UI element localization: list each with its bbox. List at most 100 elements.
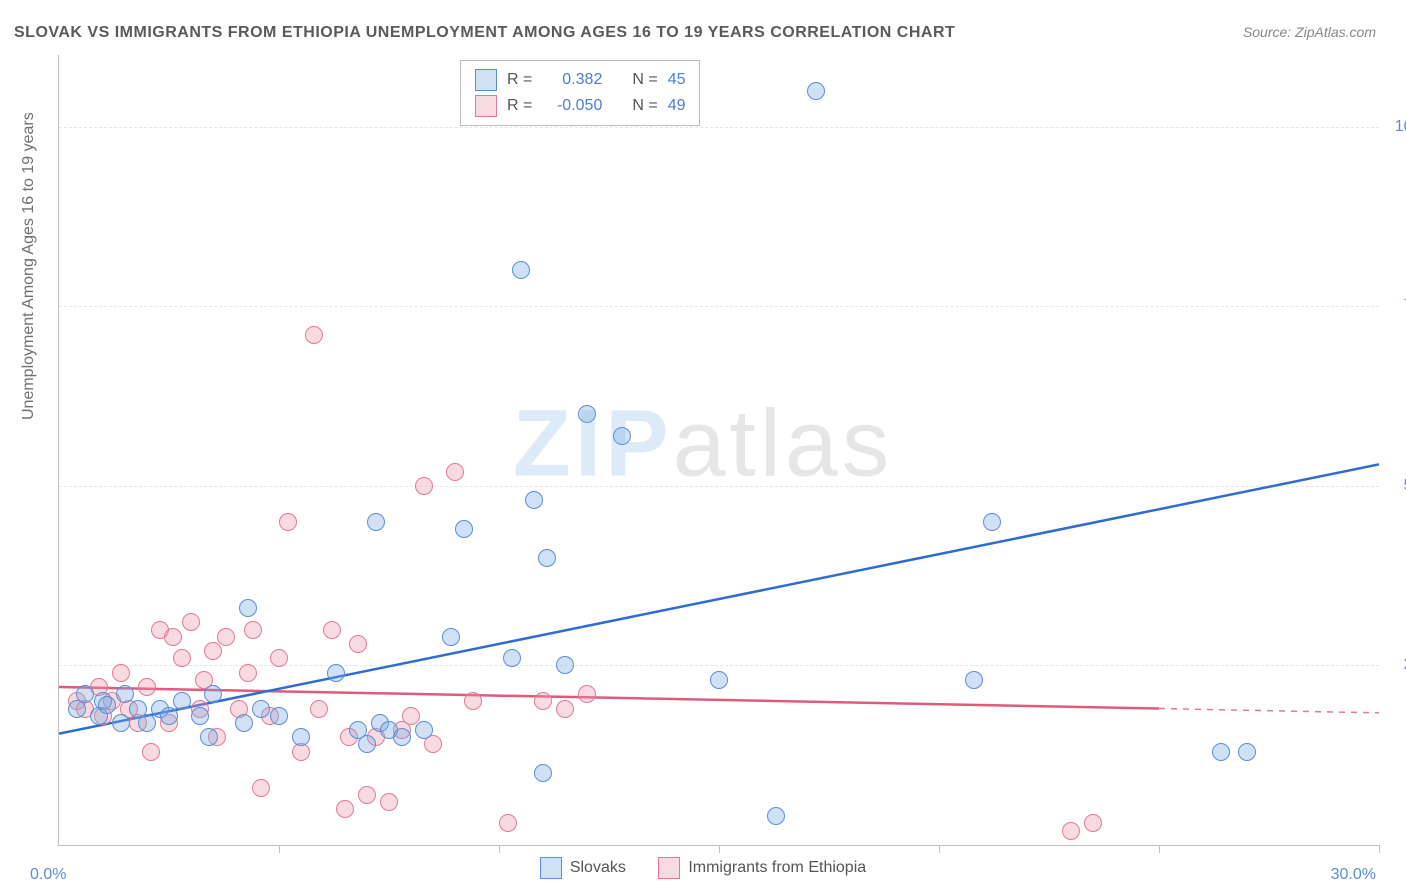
scatter-point-ethiopia — [279, 513, 297, 531]
scatter-point-ethiopia — [217, 628, 235, 646]
n-value-ethiopia: 49 — [668, 97, 686, 115]
scatter-point-ethiopia — [380, 793, 398, 811]
scatter-point-slovaks — [252, 700, 270, 718]
r-label: R = — [507, 71, 532, 89]
scatter-point-ethiopia — [1084, 814, 1102, 832]
scatter-point-slovaks — [160, 707, 178, 725]
gridline — [59, 306, 1379, 307]
scatter-point-ethiopia — [142, 743, 160, 761]
r-value-ethiopia: -0.050 — [542, 97, 602, 115]
scatter-point-ethiopia — [323, 621, 341, 639]
scatter-point-slovaks — [138, 714, 156, 732]
scatter-point-slovaks — [807, 82, 825, 100]
correlation-legend: R = 0.382 N = 45 R = -0.050 N = 49 — [460, 60, 700, 126]
scatter-point-slovaks — [200, 728, 218, 746]
x-tick — [499, 845, 500, 853]
scatter-point-slovaks — [173, 692, 191, 710]
scatter-point-ethiopia — [1062, 822, 1080, 840]
gridline — [59, 486, 1379, 487]
scatter-point-slovaks — [578, 405, 596, 423]
legend-label-slovaks: Slovaks — [570, 859, 626, 877]
scatter-point-ethiopia — [464, 692, 482, 710]
n-value-slovaks: 45 — [668, 71, 686, 89]
x-tick — [939, 845, 940, 853]
chart-title: SLOVAK VS IMMIGRANTS FROM ETHIOPIA UNEMP… — [14, 24, 955, 42]
scatter-point-slovaks — [292, 728, 310, 746]
scatter-point-ethiopia — [244, 621, 262, 639]
gridline — [59, 665, 1379, 666]
scatter-point-slovaks — [367, 513, 385, 531]
trend-lines — [59, 55, 1379, 845]
scatter-point-slovaks — [613, 427, 631, 445]
scatter-point-ethiopia — [336, 800, 354, 818]
scatter-point-ethiopia — [204, 642, 222, 660]
scatter-point-ethiopia — [164, 628, 182, 646]
swatch-blue-icon — [475, 69, 497, 91]
n-label: N = — [632, 97, 657, 115]
scatter-point-ethiopia — [173, 649, 191, 667]
scatter-point-ethiopia — [138, 678, 156, 696]
scatter-point-slovaks — [358, 735, 376, 753]
scatter-point-ethiopia — [310, 700, 328, 718]
scatter-point-slovaks — [767, 807, 785, 825]
scatter-point-slovaks — [503, 649, 521, 667]
scatter-point-slovaks — [204, 685, 222, 703]
scatter-point-ethiopia — [305, 326, 323, 344]
legend-row-slovaks: R = 0.382 N = 45 — [475, 67, 685, 93]
scatter-point-slovaks — [270, 707, 288, 725]
scatter-point-slovaks — [393, 728, 411, 746]
scatter-point-slovaks — [191, 707, 209, 725]
r-label: R = — [507, 97, 532, 115]
scatter-point-slovaks — [983, 513, 1001, 531]
scatter-point-slovaks — [116, 685, 134, 703]
legend-label-ethiopia: Immigrants from Ethiopia — [688, 859, 866, 877]
scatter-point-slovaks — [538, 549, 556, 567]
scatter-point-slovaks — [710, 671, 728, 689]
x-tick — [279, 845, 280, 853]
scatter-point-slovaks — [965, 671, 983, 689]
scatter-point-slovaks — [455, 520, 473, 538]
gridline — [59, 127, 1379, 128]
scatter-point-ethiopia — [534, 692, 552, 710]
scatter-point-slovaks — [76, 685, 94, 703]
n-label: N = — [632, 71, 657, 89]
scatter-point-ethiopia — [556, 700, 574, 718]
swatch-pink-icon — [475, 95, 497, 117]
scatter-point-ethiopia — [415, 477, 433, 495]
scatter-point-slovaks — [1212, 743, 1230, 761]
scatter-point-slovaks — [512, 261, 530, 279]
scatter-point-ethiopia — [252, 779, 270, 797]
scatter-point-slovaks — [327, 664, 345, 682]
legend-row-ethiopia: R = -0.050 N = 49 — [475, 93, 685, 119]
scatter-point-slovaks — [556, 656, 574, 674]
x-tick — [1159, 845, 1160, 853]
scatter-point-slovaks — [534, 764, 552, 782]
scatter-point-slovaks — [112, 714, 130, 732]
scatter-point-slovaks — [235, 714, 253, 732]
x-tick — [719, 845, 720, 853]
y-tick-label: 100.0% — [1395, 118, 1406, 136]
legend-item-ethiopia: Immigrants from Ethiopia — [658, 857, 866, 879]
swatch-blue-icon — [540, 857, 562, 879]
scatter-point-ethiopia — [578, 685, 596, 703]
scatter-point-ethiopia — [182, 613, 200, 631]
series-legend: Slovaks Immigrants from Ethiopia — [0, 857, 1406, 884]
r-value-slovaks: 0.382 — [542, 71, 602, 89]
scatter-point-ethiopia — [499, 814, 517, 832]
scatter-point-ethiopia — [270, 649, 288, 667]
legend-item-slovaks: Slovaks — [540, 857, 626, 879]
scatter-point-slovaks — [525, 491, 543, 509]
scatter-point-slovaks — [415, 721, 433, 739]
swatch-pink-icon — [658, 857, 680, 879]
chart-plot-area: 25.0%50.0%75.0%100.0% — [58, 55, 1379, 846]
scatter-point-slovaks — [442, 628, 460, 646]
x-tick — [1379, 845, 1380, 853]
scatter-point-ethiopia — [402, 707, 420, 725]
y-axis-label: Unemployment Among Ages 16 to 19 years — [20, 112, 38, 420]
scatter-point-ethiopia — [112, 664, 130, 682]
scatter-point-slovaks — [1238, 743, 1256, 761]
scatter-point-ethiopia — [358, 786, 376, 804]
source-attribution: Source: ZipAtlas.com — [1243, 24, 1376, 40]
scatter-point-slovaks — [98, 696, 116, 714]
scatter-point-ethiopia — [349, 635, 367, 653]
